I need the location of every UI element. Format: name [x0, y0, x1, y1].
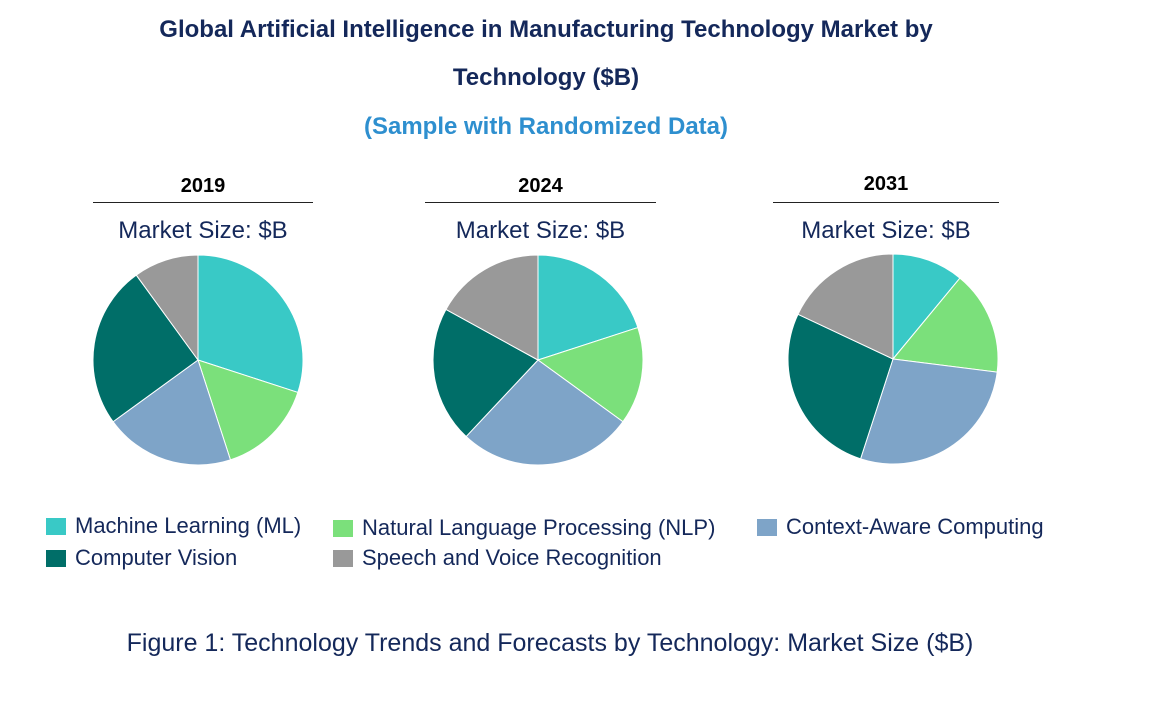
pie-slice-2019-context-aware [112, 359, 232, 466]
figure-caption: Figure 1: Technology Trends and Forecast… [126, 629, 974, 657]
market-size-label-2024: Market Size: $B [455, 217, 626, 244]
pie-slice-2031-computer-vision [787, 313, 894, 460]
legend-label-computer-vision: Computer Vision [75, 545, 238, 570]
legend-swatch-nlp [333, 519, 353, 537]
legend-swatch-computer-vision [46, 549, 66, 567]
pie-slice-2019-speech [135, 254, 199, 362]
chart-title-line-1: Global Artificial Intelligence in Manufa… [159, 16, 933, 43]
year-underline-2019 [93, 202, 313, 203]
legend-swatch-context-aware [757, 518, 777, 536]
pie-slice-2024-speech [445, 254, 539, 361]
pie-slice-2031-ml [892, 253, 961, 361]
market-size-label-2031: Market Size: $B [801, 217, 971, 244]
pie-slice-2024-nlp [536, 326, 644, 423]
legend-label-ml: Machine Learning (ML) [75, 513, 302, 538]
pie-year-2031: 2031 [863, 173, 909, 195]
chart-title-line-2: Technology ($B) [452, 64, 640, 91]
pie-year-2019: 2019 [180, 175, 226, 197]
pie-2031 [787, 253, 999, 465]
legend-swatch-ml [46, 517, 66, 535]
legend-label-context-aware: Context-Aware Computing [786, 514, 1044, 539]
legend-label-nlp: Natural Language Processing (NLP) [362, 515, 716, 540]
chart-subtitle: (Sample with Randomized Data) [363, 113, 729, 140]
pie-slice-2031-context-aware [859, 358, 998, 465]
pie-slice-2031-speech [797, 253, 894, 360]
pie-slice-2019-computer-vision [92, 274, 199, 423]
pie-slice-2024-context-aware [465, 359, 624, 466]
legend-item-speech: Speech and Voice Recognition [333, 544, 662, 572]
pie-2024 [432, 254, 644, 466]
legend-item-ml: Machine Learning (ML) [46, 512, 301, 540]
pie-slice-2024-computer-vision [432, 308, 539, 438]
legend-item-nlp: Natural Language Processing (NLP) [333, 514, 715, 542]
legend-swatch-speech [333, 549, 353, 567]
legend-label-speech: Speech and Voice Recognition [362, 545, 662, 570]
pie-slice-2019-nlp [197, 359, 299, 461]
market-size-label-2019: Market Size: $B [118, 217, 288, 244]
pie-slice-2024-ml [537, 254, 639, 361]
pie-slice-2019-ml [197, 254, 304, 394]
pie-year-2024: 2024 [518, 175, 563, 197]
pie-slice-2031-nlp [892, 277, 999, 373]
pie-2019 [92, 254, 304, 466]
year-underline-2031 [773, 202, 999, 203]
legend-item-context-aware: Context-Aware Computing [757, 513, 1044, 541]
legend-item-computer-vision: Computer Vision [46, 544, 237, 572]
year-underline-2024 [425, 202, 656, 203]
